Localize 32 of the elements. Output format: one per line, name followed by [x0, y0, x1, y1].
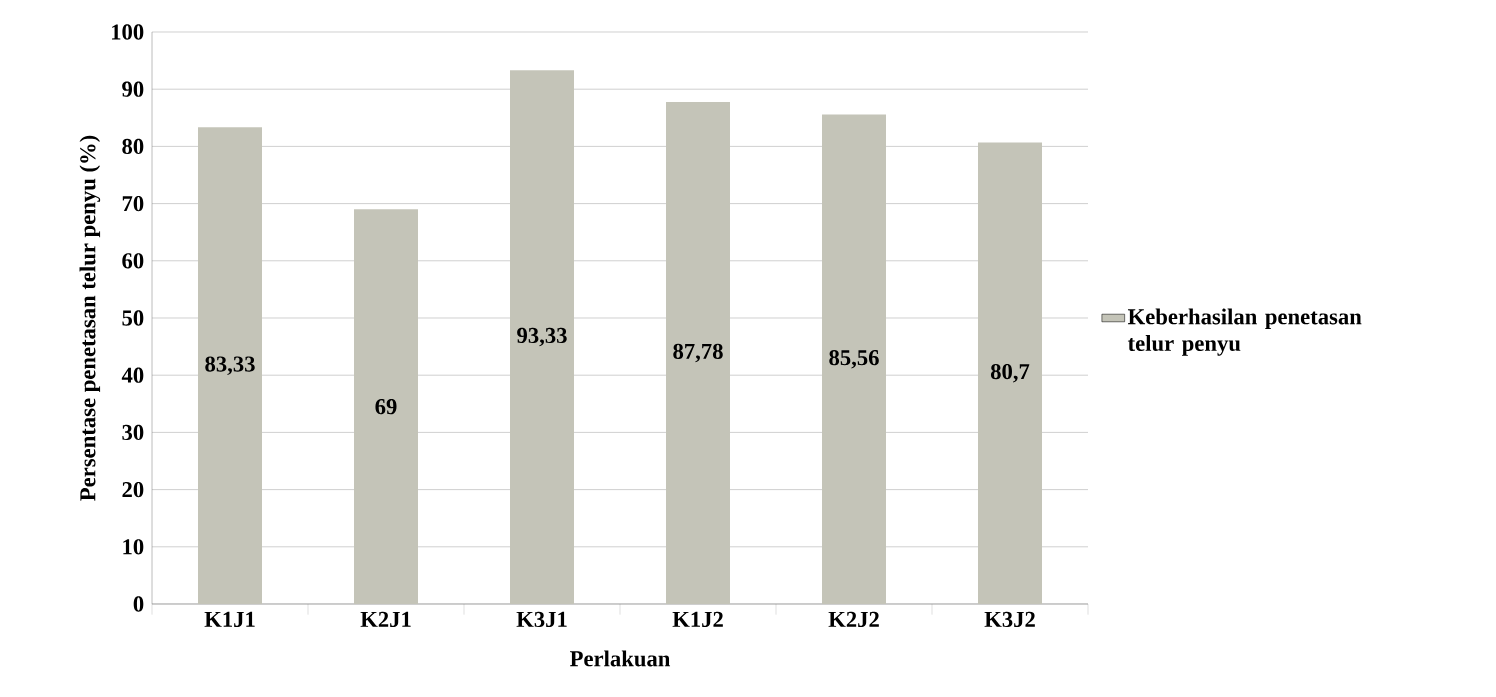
bar: [666, 101, 731, 604]
bar: [822, 114, 887, 604]
y-tick-label: 20: [122, 481, 144, 498]
data-label: 69: [375, 399, 397, 415]
bar: [510, 70, 574, 604]
x-tick-label: K2J1: [360, 611, 411, 628]
y-tick-label: 0: [133, 596, 144, 612]
x-tick-label: K3J2: [984, 611, 1035, 628]
y-tick-label: 80: [122, 138, 144, 155]
y-tick-label: 60: [122, 253, 144, 269]
x-tick-label: K2J2: [828, 611, 879, 628]
x-tick-label: K1J2: [672, 611, 723, 628]
y-tick-label: 10: [123, 539, 144, 555]
x-tick-label: K3J1: [516, 611, 567, 628]
y-tick-label: 40: [121, 367, 144, 383]
y-tick-label: 50: [122, 310, 144, 326]
bar: [354, 209, 419, 604]
bar: [978, 142, 1042, 604]
x-axis-title: Perlakuan: [570, 650, 671, 667]
data-label: 93,33: [517, 327, 567, 347]
x-tick-label: K1J1: [204, 611, 255, 628]
y-tick-label: 30: [122, 424, 144, 441]
y-tick-label: 90: [122, 81, 144, 97]
legend-label: Keberhasilan penetasan telur penyu: [1127, 308, 1362, 356]
data-label: 87,78: [673, 343, 723, 363]
y-axis-title: Persentase penetasan telur penyu (%): [79, 135, 101, 501]
data-label: 85,56: [829, 350, 879, 369]
data-label: 80,7: [990, 363, 1030, 383]
y-tick-label: 70: [122, 195, 144, 212]
y-tick-label: 100: [112, 24, 144, 40]
data-label: 83,33: [205, 356, 255, 375]
bar: [198, 127, 262, 604]
